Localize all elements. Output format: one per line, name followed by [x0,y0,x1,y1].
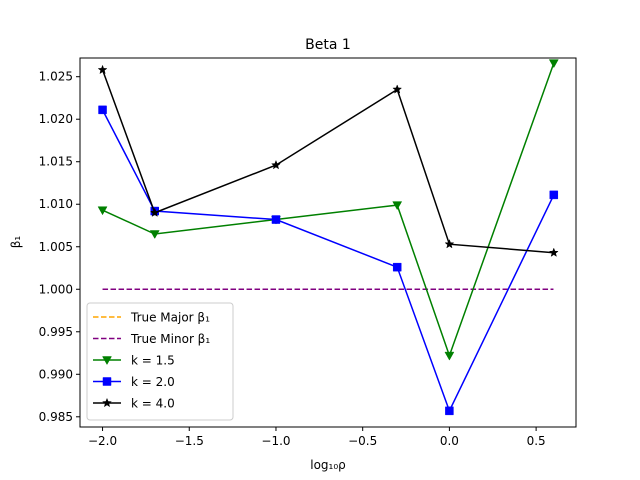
legend-marker [102,377,112,386]
legend-label: True Minor β₁ [130,332,210,346]
data-point [97,64,108,75]
plot-layer [97,59,559,416]
series-line [101,69,554,254]
series-line [102,62,555,358]
chart-title: Beta 1 [305,37,351,53]
y-axis-label: β₁ [9,236,23,249]
data-point [149,230,160,240]
x-axis-label: log₁₀ρ [310,458,346,472]
x-tick-label: 0.5 [527,434,546,448]
data-point [445,406,454,416]
legend-label: k = 2.0 [131,375,175,389]
data-point [149,207,160,217]
y-tick-label: 1.025 [39,70,73,84]
y-tick-label: 1.010 [39,197,73,211]
y-tick-label: 1.020 [39,112,73,126]
x-tick-label: −1.5 [175,434,204,448]
legend: True Major β₁ True Minor β₁ k = 1.5 k = 2.0… [86,302,234,421]
y-tick-label: 1.000 [39,282,73,296]
legend-marker [102,397,112,408]
x-tick-label: 0.0 [440,434,459,448]
legend-label: True Major β₁ [130,311,210,325]
data-point [548,59,559,69]
data-point [97,206,108,216]
series-line [101,109,555,413]
data-point [392,84,403,94]
legend-label: k = 4.0 [131,397,175,411]
data-point [392,262,402,272]
y-tick-label: 0.995 [39,325,73,339]
x-tick-label: −1.0 [261,434,290,448]
y-tick-label: 0.990 [39,367,73,381]
legend-marker [102,356,112,366]
data-point [549,190,559,200]
y-tick-label: 1.015 [39,155,73,169]
data-point [98,105,107,115]
y-tick-label: 1.005 [39,240,73,254]
data-point [271,215,281,224]
legend-label: k = 1.5 [131,354,175,368]
legend-box [86,302,234,421]
plot-frame [79,57,577,428]
x-tick-label: −2.0 [88,434,117,448]
x-tick-label: −0.5 [348,434,377,448]
data-point [548,247,559,257]
data-point [444,351,455,361]
data-point [444,238,455,249]
y-tick-label: 0.985 [39,410,73,424]
y-ticks: 0.985 0.990 0.995 1.000 1.005 1.010 1.015 1.020… [39,70,80,424]
data-point [392,201,403,211]
x-ticks: −2.0 −1.5 −1.0 −0.5 0.0 0.5 [88,427,546,448]
data-point [271,159,281,170]
